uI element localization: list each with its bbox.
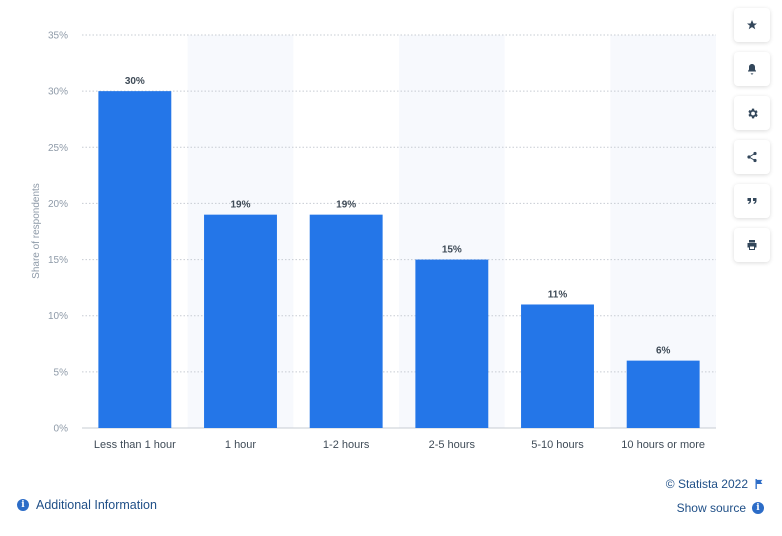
y-tick-label: 20% <box>48 199 68 210</box>
x-axis-ticks: Less than 1 hour 1 hour 1-2 hours 2-5 hours… <box>94 439 705 451</box>
share-icon <box>747 151 757 163</box>
toolbar <box>734 8 770 272</box>
bar <box>309 214 383 428</box>
bar-chart: 30% 19% 19% 15% 11% 6% 0% 5% 10% 15% 20% 25% 30% 35%… <box>31 31 716 451</box>
additional-information-link[interactable]: i Additional Information <box>17 498 157 512</box>
data-label: 30% <box>125 76 145 87</box>
gear-icon <box>747 108 758 118</box>
x-tick-label: 1 hour <box>225 439 257 451</box>
data-label: 19% <box>336 200 356 211</box>
data-label: 15% <box>442 245 462 256</box>
print-button[interactable] <box>734 228 770 262</box>
share-button[interactable] <box>734 140 770 174</box>
y-tick-label: 30% <box>48 87 68 98</box>
bar <box>626 360 700 428</box>
y-axis-label: Share of respondents <box>31 183 42 279</box>
flag-icon[interactable] <box>755 479 764 489</box>
bell-icon <box>748 64 756 75</box>
bar <box>415 259 489 428</box>
y-tick-label: 35% <box>48 31 68 42</box>
y-tick-label: 0% <box>54 424 69 435</box>
y-tick-label: 25% <box>48 143 68 154</box>
x-tick-label: 1-2 hours <box>323 439 370 451</box>
info-icon: i <box>752 502 764 514</box>
settings-button[interactable] <box>734 96 770 130</box>
print-icon <box>747 240 757 250</box>
bar <box>204 214 277 428</box>
show-source-link[interactable]: Show source i <box>677 501 764 515</box>
favorite-button[interactable] <box>734 8 770 42</box>
x-tick-label: Less than 1 hour <box>94 439 176 451</box>
data-labels: 30% 19% 19% 15% 11% 6% <box>125 76 671 356</box>
notification-button[interactable] <box>734 52 770 86</box>
bar <box>98 91 172 429</box>
data-label: 11% <box>548 289 568 300</box>
data-label: 6% <box>656 346 671 357</box>
data-label: 19% <box>230 200 250 211</box>
info-icon: i <box>17 499 29 511</box>
gridlines <box>82 34 716 429</box>
copyright-text: © Statista 2022 <box>665 477 748 491</box>
additional-information-label: Additional Information <box>36 498 157 512</box>
quote-icon <box>747 198 757 204</box>
y-tick-label: 10% <box>48 311 68 322</box>
bars <box>98 91 700 429</box>
background-bands <box>187 35 716 428</box>
y-axis-ticks: 0% 5% 10% 15% 20% 25% 30% 35% <box>48 31 68 435</box>
x-tick-label: 5-10 hours <box>531 439 584 451</box>
cite-button[interactable] <box>734 184 770 218</box>
y-tick-label: 5% <box>54 367 69 378</box>
copyright: © Statista 2022 <box>666 477 764 491</box>
show-source-label: Show source <box>676 501 746 515</box>
star-icon <box>747 20 757 30</box>
bar <box>521 304 594 428</box>
y-tick-label: 15% <box>48 255 68 266</box>
x-tick-label: 2-5 hours <box>429 439 476 451</box>
x-tick-label: 10 hours or more <box>621 439 705 451</box>
